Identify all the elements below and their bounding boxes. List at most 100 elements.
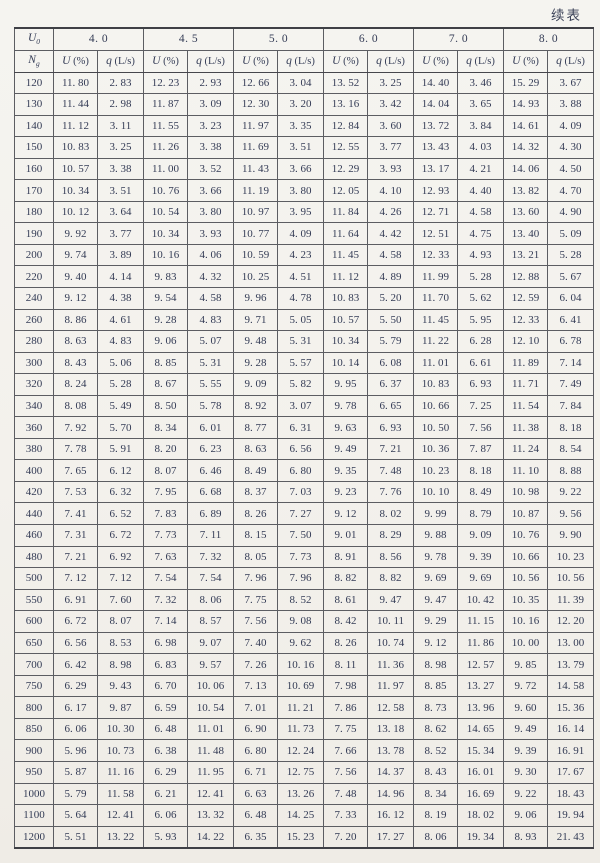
table-row: 440 7. 41 6. 52 7. 83 6. 89 8. 26 7. 27 9. 12 8.… [14,502,594,525]
cell-q-flow: 5. 78 [187,394,234,418]
cell-u-percent: 12. 66 [233,71,278,95]
cell-q-flow: 12. 41 [187,782,234,806]
cell-q-flow: 3. 52 [187,157,234,181]
subheader-unit: (%) [520,56,539,67]
cell-u-percent: 13. 17 [413,157,458,181]
cell-q-flow: 4. 70 [547,179,594,202]
row-header-ng: 280 [14,330,54,353]
cell-u-percent: 8. 24 [53,373,98,396]
cell-q-flow: 13. 27 [457,674,504,698]
cell-u-percent: 10. 00 [503,631,548,655]
cell-u-percent: 6. 06 [53,717,98,741]
cell-q-flow: 6. 12 [97,459,144,482]
cell-q-flow: 11. 21 [277,696,324,719]
subheader-var: q [376,55,382,67]
cell-q-flow: 4. 83 [97,330,144,353]
cell-q-flow: 3. 67 [547,71,594,95]
cell-q-flow: 18. 02 [457,804,504,827]
u0-symbol: U [27,32,37,45]
cell-u-percent: 11. 01 [413,351,458,375]
cell-u-percent: 9. 28 [233,351,278,375]
cell-q-flow: 4. 58 [187,286,234,310]
cell-q-flow: 7. 48 [367,459,414,482]
cell-u-percent: 9. 71 [233,308,278,332]
cell-u-percent: 8. 77 [233,416,278,439]
cell-q-flow: 9. 47 [367,588,414,612]
cell-q-flow: 13. 22 [97,825,144,849]
cell-u-percent: 8. 43 [53,351,98,375]
table-row: 340 8. 08 5. 49 8. 50 5. 78 8. 92 3. 07 9. 78 6.… [14,394,594,418]
cell-q-flow: 8. 98 [97,653,144,676]
cell-q-flow: 3. 25 [97,136,144,159]
cell-u-percent: 7. 66 [323,739,368,762]
row-header-ng: 400 [14,459,54,482]
cell-q-flow: 14. 22 [187,825,234,849]
cell-u-percent: 5. 96 [53,739,98,762]
cell-u-percent: 7. 31 [53,523,98,547]
subheader-var: U [332,55,341,67]
cell-q-flow: 10. 42 [457,588,504,612]
subheader-unit: (%) [340,56,359,67]
cell-q-flow: 5. 05 [277,308,324,332]
cell-q-flow: 4. 93 [457,243,504,267]
cell-u-percent: 9. 72 [503,674,548,698]
cell-q-flow: 5. 91 [97,437,144,461]
cell-u-percent: 6. 48 [233,804,278,827]
cell-u-percent: 8. 93 [503,825,548,849]
subheader-unit: (L/s) [201,56,225,67]
subheader-unit: (%) [250,56,269,67]
cell-u-percent: 9. 88 [413,523,458,547]
cell-u-percent: 9. 95 [323,373,368,396]
cell-q-flow: 3. 38 [187,136,234,159]
table-row: 260 8. 86 4. 61 9. 28 4. 83 9. 71 5. 05 10. 57 5… [14,308,594,332]
cell-q-flow: 3. 95 [277,200,324,224]
cell-u-percent: 8. 91 [323,545,368,569]
cell-q-flow: 15. 23 [277,825,324,849]
cell-q-flow: 4. 42 [367,222,414,245]
cell-q-flow: 5. 57 [277,351,324,375]
cell-q-flow: 4. 30 [547,136,594,159]
cell-q-flow: 4. 78 [277,286,324,310]
cell-q-flow: 5. 28 [457,265,504,288]
table-row: 200 9. 74 3. 89 10. 16 4. 06 10. 59 4. 23 11. 4… [14,243,594,267]
cell-u-percent: 7. 98 [323,674,368,698]
row-header-ng: 440 [14,502,54,525]
cell-q-flow: 4. 58 [457,200,504,224]
cell-q-flow: 9. 57 [187,653,234,676]
cell-q-flow: 7. 25 [457,394,504,418]
cell-q-flow: 4. 51 [277,265,324,288]
subheader-unit: (%) [160,56,179,67]
cell-q-flow: 8. 18 [547,416,594,439]
table-row: 850 6. 06 10. 30 6. 48 11. 01 6. 90 11. 73 7. 7… [14,717,594,741]
row-header-ng: 420 [14,480,54,504]
cell-q-flow: 19. 94 [547,804,594,827]
cell-u-percent: 11. 89 [503,351,548,375]
subheader-var: q [106,55,112,67]
cell-q-flow: 2. 83 [97,71,144,95]
cell-q-flow: 12. 58 [367,696,414,719]
cell-q-flow: 9. 09 [457,523,504,547]
cell-u-percent: 7. 65 [53,459,98,482]
cell-u-percent: 7. 12 [53,567,98,590]
cell-u-percent: 7. 75 [233,588,278,612]
subheader-unit: (L/s) [111,56,135,67]
subheader-q: q (L/s) [97,49,144,73]
cell-u-percent: 7. 73 [143,523,188,547]
table-row: 380 7. 78 5. 91 8. 20 6. 23 8. 63 6. 56 9. 49 7.… [14,437,594,461]
cell-u-percent: 9. 92 [53,222,98,245]
cell-u-percent: 7. 20 [323,825,368,849]
cell-u-percent: 12. 71 [413,200,458,224]
table-row: 120 11. 80 2. 83 12. 23 2. 93 12. 66 3. 04 13. … [14,71,594,95]
cell-q-flow: 11. 39 [547,588,594,612]
cell-q-flow: 14. 96 [367,782,414,806]
cell-u-percent: 7. 78 [53,437,98,461]
row-header-ng: 300 [14,351,54,375]
cell-u-percent: 15. 29 [503,71,548,95]
cell-u-percent: 6. 63 [233,782,278,806]
cell-u-percent: 10. 83 [53,136,98,159]
cell-u-percent: 7. 21 [53,545,98,569]
cell-q-flow: 3. 04 [277,71,324,95]
row-header-ng: 160 [14,157,54,181]
cell-q-flow: 13. 96 [457,696,504,719]
cell-u-percent: 7. 86 [323,696,368,719]
